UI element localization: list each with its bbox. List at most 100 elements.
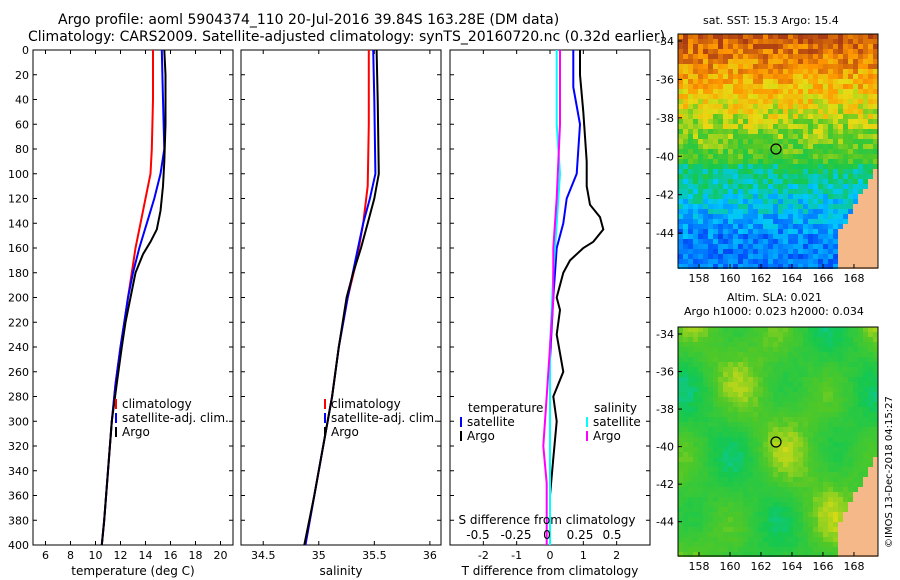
map-cell xyxy=(713,552,718,557)
map-cell xyxy=(688,397,693,402)
map-cell xyxy=(838,372,843,377)
map-cell xyxy=(763,154,768,159)
map-cell xyxy=(713,382,718,387)
map-cell xyxy=(818,104,823,109)
map-cell xyxy=(783,357,788,362)
map-cell xyxy=(848,422,853,427)
map-cell xyxy=(688,412,693,417)
land-cell xyxy=(868,497,873,502)
map-cell xyxy=(723,129,728,134)
map-cell xyxy=(798,229,803,234)
map-cell xyxy=(708,134,713,139)
map-cell xyxy=(713,139,718,144)
map-cell xyxy=(803,199,808,204)
map-cell xyxy=(713,49,718,54)
land-cell xyxy=(843,229,848,234)
map-cell xyxy=(678,224,683,229)
map-cell xyxy=(683,134,688,139)
map-cell xyxy=(808,482,813,487)
map-cell xyxy=(738,44,743,49)
land-cell xyxy=(863,254,868,259)
land-cell xyxy=(853,527,858,532)
map-cell xyxy=(823,462,828,467)
map-cell xyxy=(758,244,763,249)
map-cells xyxy=(678,34,878,269)
map-cell xyxy=(703,239,708,244)
map-cell xyxy=(808,507,813,512)
map-cell xyxy=(693,259,698,264)
x-tick-label: 34.5 xyxy=(251,549,276,562)
map-cell xyxy=(803,382,808,387)
map-cell xyxy=(808,502,813,507)
map-cell xyxy=(833,174,838,179)
map-cell xyxy=(693,467,698,472)
map-cell xyxy=(723,134,728,139)
map-cell xyxy=(698,254,703,259)
map-cell xyxy=(683,507,688,512)
map-cell xyxy=(823,199,828,204)
map-cell xyxy=(693,522,698,527)
map-cell xyxy=(773,264,778,269)
map-cell xyxy=(688,337,693,342)
map-cell xyxy=(793,512,798,517)
legend-title: temperature xyxy=(468,401,543,415)
map-cell xyxy=(693,44,698,49)
map-cell xyxy=(703,517,708,522)
map-cell xyxy=(778,114,783,119)
map-cell xyxy=(728,159,733,164)
map-cell xyxy=(813,214,818,219)
land-cell xyxy=(858,497,863,502)
map-cell xyxy=(693,49,698,54)
map-cell xyxy=(768,79,773,84)
map-cell xyxy=(688,54,693,59)
map-cell xyxy=(748,44,753,49)
map-cell xyxy=(723,69,728,74)
map-cell xyxy=(683,397,688,402)
map-cell xyxy=(733,327,738,332)
map-cell xyxy=(808,74,813,79)
map-cell xyxy=(773,109,778,114)
map-cell xyxy=(688,84,693,89)
map-cell xyxy=(823,39,828,44)
map-cell xyxy=(848,79,853,84)
map-cell xyxy=(803,482,808,487)
map-cell xyxy=(753,352,758,357)
map-cell xyxy=(863,382,868,387)
map-cell xyxy=(708,169,713,174)
map-cell xyxy=(788,49,793,54)
map-cell xyxy=(778,99,783,104)
map-cell xyxy=(693,234,698,239)
map-cell xyxy=(808,527,813,532)
map-cell xyxy=(773,502,778,507)
map-cell xyxy=(718,402,723,407)
map-cell xyxy=(813,522,818,527)
map-cell xyxy=(718,244,723,249)
land-cell xyxy=(848,517,853,522)
map-cell xyxy=(728,69,733,74)
map-cell xyxy=(848,332,853,337)
map-cell xyxy=(733,497,738,502)
map-cell xyxy=(828,402,833,407)
map-cell xyxy=(698,174,703,179)
map-cell xyxy=(848,129,853,134)
map-cell xyxy=(693,552,698,557)
map-cell xyxy=(833,462,838,467)
map-cell xyxy=(758,392,763,397)
map-cell xyxy=(753,204,758,209)
map-cell xyxy=(703,437,708,442)
map-cell xyxy=(688,472,693,477)
map-cell xyxy=(688,347,693,352)
map-cell xyxy=(713,367,718,372)
map-cell xyxy=(698,199,703,204)
map-cell xyxy=(713,209,718,214)
map-cell xyxy=(798,552,803,557)
map-cell xyxy=(863,417,868,422)
map-cell xyxy=(728,337,733,342)
map-cell xyxy=(848,144,853,149)
map-cell xyxy=(853,447,858,452)
map-cell xyxy=(748,537,753,542)
map-cell xyxy=(813,59,818,64)
map-cell xyxy=(688,532,693,537)
map-cell xyxy=(793,522,798,527)
map-cell xyxy=(768,174,773,179)
